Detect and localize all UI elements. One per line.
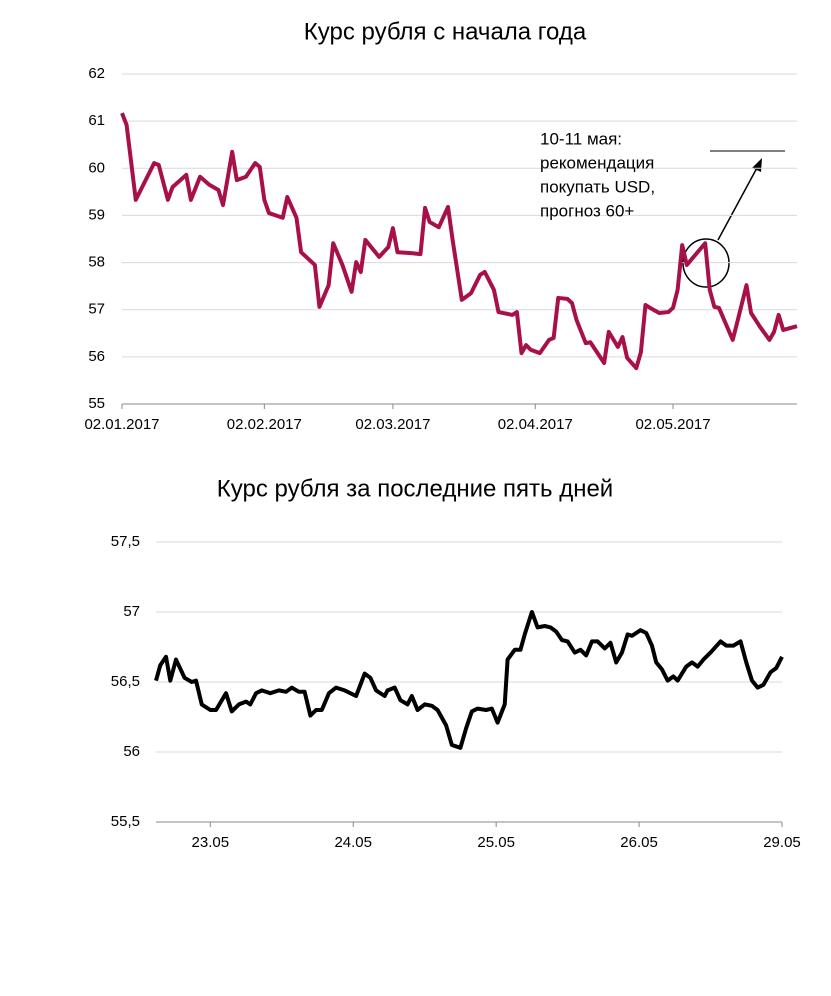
y-tick-label: 57 bbox=[88, 301, 105, 318]
data-line bbox=[120, 112, 798, 371]
y-tick-label: 55,5 bbox=[111, 813, 140, 830]
x-tick-label: 02.05.2017 bbox=[635, 416, 710, 433]
y-tick-label: 62 bbox=[88, 65, 105, 82]
x-tick-label: 26.05 bbox=[620, 834, 658, 851]
x-tick-label: 02.03.2017 bbox=[355, 416, 430, 433]
y-tick-label: 57 bbox=[123, 603, 140, 620]
arrow-line bbox=[717, 165, 759, 241]
data-line bbox=[154, 610, 784, 750]
y-tick-label: 60 bbox=[88, 159, 105, 176]
y-tick-label: 56,5 bbox=[111, 673, 140, 690]
chart-title: Курс рубля за последние пять дней bbox=[217, 475, 613, 502]
x-tick-label: 24.05 bbox=[334, 834, 372, 851]
x-tick-label: 23.05 bbox=[192, 834, 230, 851]
y-tick-label: 56 bbox=[88, 348, 105, 365]
x-tick-label: 29.05 bbox=[763, 834, 801, 851]
y-tick-label: 58 bbox=[88, 254, 105, 271]
x-tick-label: 25.05 bbox=[477, 834, 515, 851]
y-tick-label: 56 bbox=[123, 743, 140, 760]
annotation-text: покупать USD, bbox=[540, 177, 655, 196]
annotation-text: 10-11 мая: bbox=[540, 129, 622, 148]
y-tick-label: 55 bbox=[88, 395, 105, 412]
annotation-text: рекомендация bbox=[540, 153, 654, 172]
x-tick-label: 02.01.2017 bbox=[84, 416, 159, 433]
y-tick-label: 59 bbox=[88, 206, 105, 223]
x-tick-label: 02.02.2017 bbox=[227, 416, 302, 433]
annotation-text: прогноз 60+ bbox=[540, 201, 634, 220]
y-tick-label: 57,5 bbox=[111, 533, 140, 550]
arrow-head bbox=[752, 158, 762, 172]
y-tick-label: 61 bbox=[88, 112, 105, 129]
x-tick-label: 02.04.2017 bbox=[498, 416, 573, 433]
chart-title: Курс рубля с начала года bbox=[304, 18, 587, 45]
